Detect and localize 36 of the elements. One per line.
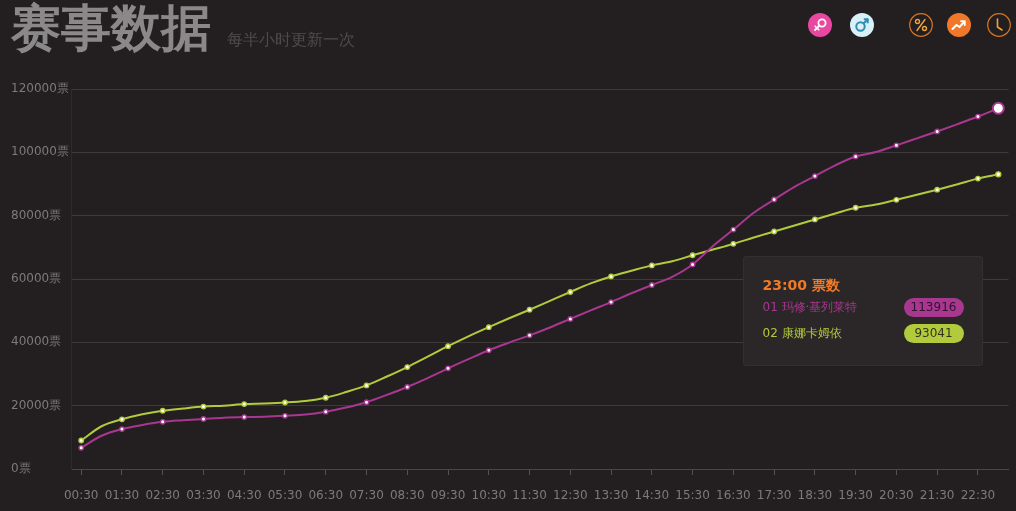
- x-tick-label: 08:30: [389, 488, 425, 503]
- x-tick-label: 13:30: [593, 488, 629, 503]
- text: 02 康娜卡姆依: [762, 326, 842, 341]
- y-tick-label: 40000票: [11, 334, 62, 349]
- y-tick-label: 100000票: [11, 144, 69, 159]
- x-tick-label: 00:30: [63, 488, 99, 503]
- x-tick-label: 18:30: [797, 488, 833, 503]
- y-tick-label: 20000票: [11, 397, 62, 412]
- annotation: 93041: [903, 323, 964, 343]
- x-tick-label: 10:30: [471, 488, 507, 503]
- x-tick-label: 01:30: [104, 488, 140, 503]
- x-tick-label: 22:30: [960, 488, 996, 503]
- x-tick-label: 16:30: [716, 488, 751, 503]
- x-tick-label: 11:30: [512, 488, 547, 503]
- x-tick-label: 14:30: [634, 488, 670, 503]
- y-tick-label: 80000票: [11, 207, 62, 222]
- y-tick-label: 0票: [11, 461, 31, 476]
- x-tick-label: 17:30: [756, 488, 792, 503]
- x-tick-label: 12:30: [553, 488, 588, 503]
- y-tick-label: 60000票: [11, 271, 62, 286]
- x-tick-label: 09:30: [430, 488, 466, 503]
- x-tick-label: 02:30: [145, 488, 181, 503]
- x-tick-label: 04:30: [226, 488, 262, 503]
- x-tick-label: 05:30: [267, 488, 303, 503]
- x-tick-label: 03:30: [186, 488, 221, 503]
- x-tick-label: 20:30: [879, 488, 914, 503]
- legend-title: 23:00 票数: [762, 277, 840, 294]
- x-tick-label: 21:30: [919, 488, 955, 503]
- x-tick-label: 15:30: [675, 488, 710, 503]
- x-tick-label: 07:30: [349, 488, 384, 503]
- x-tick-label: 19:30: [838, 488, 873, 503]
- chart-title: 赛事数据: [11, 0, 211, 57]
- text: 01 玛修·基列莱特: [762, 300, 858, 315]
- y-tick-label: 120000票: [11, 81, 69, 96]
- annotation: 113916: [903, 297, 964, 317]
- x-tick-label: 06:30: [308, 488, 344, 503]
